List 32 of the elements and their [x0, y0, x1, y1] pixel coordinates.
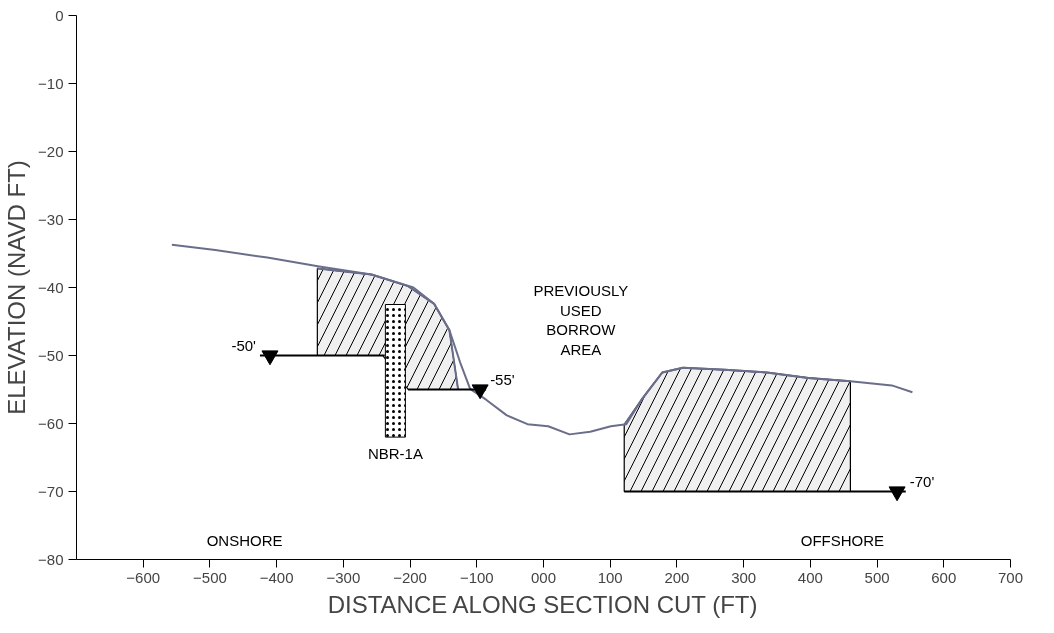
y-tick-label: −70	[38, 482, 64, 500]
x-tick-label: −200	[393, 568, 427, 586]
x-tick-label: 200	[664, 568, 690, 586]
y-tick-label: −40	[38, 278, 64, 296]
y-tick-label: −20	[38, 142, 64, 160]
series-label: NBR-1A	[367, 445, 423, 463]
annotation: OFFSHORE	[800, 531, 885, 549]
x-tick-label: −300	[326, 568, 361, 586]
x-tick-label: 000	[530, 568, 557, 586]
y-tick-label: −30	[38, 210, 64, 228]
x-tick-label: 500	[864, 568, 890, 586]
y-tick-label: −10	[38, 74, 64, 92]
annotation: ONSHORE	[206, 531, 283, 549]
x-tick-label: −400	[259, 568, 294, 586]
x-tick-label: −500	[193, 568, 227, 586]
x-axis-title: DISTANCE ALONG SECTION CUT (FT)	[327, 590, 758, 618]
y-tick-label: 0	[55, 6, 64, 24]
y-tick-label: −80	[38, 550, 64, 568]
x-tick-label: 700	[997, 568, 1024, 586]
x-tick-label: 100	[597, 568, 623, 586]
y-tick-label: −60	[38, 414, 64, 432]
series-label: -70'	[909, 472, 935, 490]
y-axis-title: ELEVATION (NAVD FT)	[3, 160, 31, 415]
x-tick-label: 400	[797, 568, 823, 586]
annotation: PREVIOUSLY USED BORROW AREA	[533, 282, 629, 358]
y-tick-label: −50	[38, 346, 64, 364]
x-tick-label: −100	[459, 568, 494, 586]
series-label: -50'	[231, 336, 257, 354]
x-tick-label: −600	[126, 568, 161, 586]
x-tick-label: 600	[931, 568, 957, 586]
series-label: -55'	[490, 370, 515, 388]
x-tick-label: 300	[731, 568, 757, 586]
